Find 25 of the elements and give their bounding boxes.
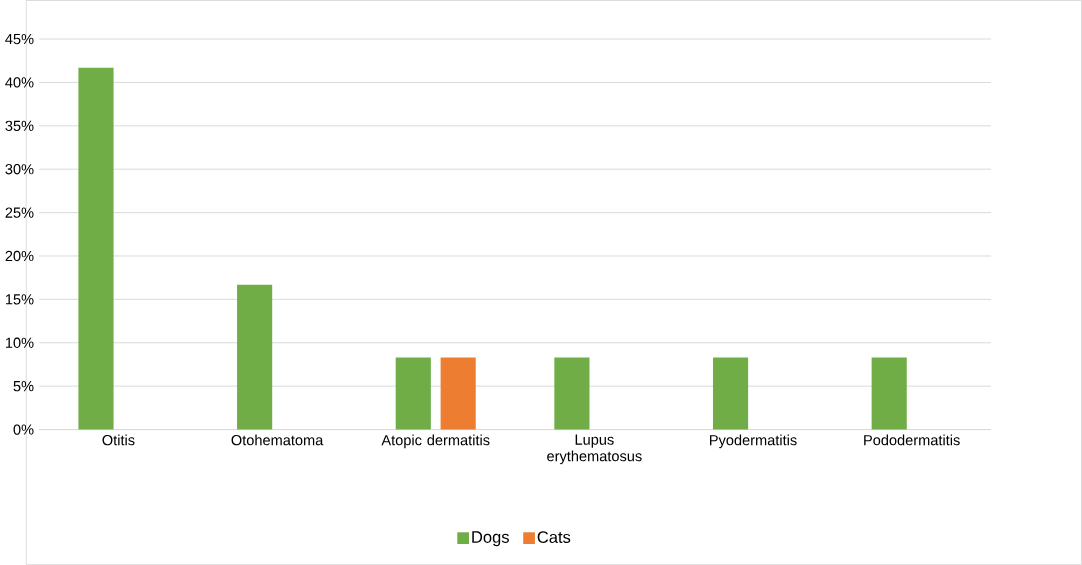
x-tick-label: Lupus erythematosus: [547, 434, 642, 465]
y-tick-label: 45%: [5, 33, 34, 45]
x-tick-label: Atopic dermatitis: [381, 434, 490, 449]
y-tick-label: 10%: [5, 337, 34, 348]
bar: [237, 284, 273, 430]
legend-label: Cats: [537, 531, 571, 543]
bar: [440, 357, 476, 430]
y-tick-label: 20%: [5, 250, 34, 262]
y-tick-label: 5%: [13, 380, 34, 392]
x-tick-label: Otitis: [102, 434, 135, 446]
bar: [395, 357, 431, 430]
y-tick-label: 25%: [5, 207, 34, 218]
y-tick-label: 15%: [5, 294, 34, 305]
y-tick-label: 40%: [5, 77, 34, 88]
y-tick-label: 30%: [5, 163, 34, 175]
bar: [712, 357, 749, 430]
bar: [871, 357, 907, 430]
y-tick-label: 0%: [13, 424, 34, 435]
y-tick-label: 35%: [5, 120, 34, 131]
legend-label: Dogs: [472, 531, 509, 547]
bar: [554, 357, 590, 430]
bar: [78, 67, 114, 430]
x-tick-label: Pyodermatitis: [710, 434, 797, 449]
x-tick-label: Otohematoma: [231, 434, 324, 446]
x-tick-label: Pododermatitis: [864, 434, 960, 446]
